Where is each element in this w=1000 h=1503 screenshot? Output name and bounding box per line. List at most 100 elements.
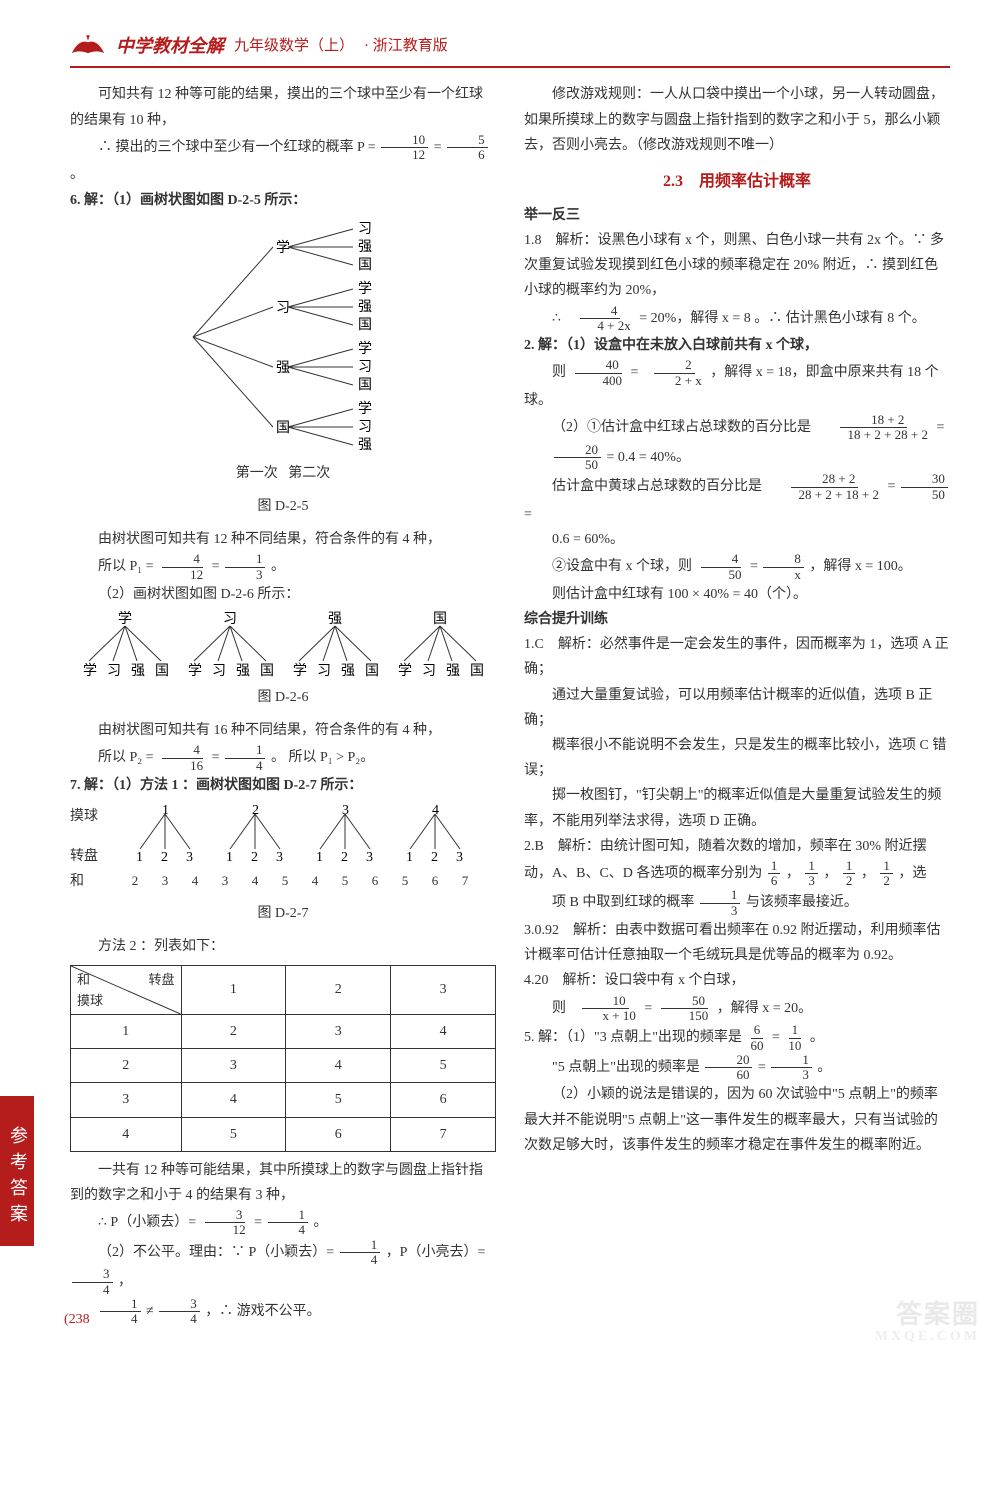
svg-text:习: 习 [107,664,121,679]
text-block: 2. 解：（1）设盒中在未放入白球前共有 x 个球， [524,333,950,358]
svg-text:习: 习 [358,360,372,375]
table-row: 4567 [71,1117,496,1151]
svg-text:国: 国 [358,258,372,273]
section-title: 2.3 用频率估计概率 [524,168,950,197]
svg-text:强: 强 [236,664,250,679]
svg-text:国: 国 [365,664,379,679]
svg-text:3: 3 [342,804,349,818]
text-block: 由树状图可知共有 12 种不同结果，符合条件的有 4 种， [70,527,496,552]
equation-line: ∴ P（小颖去）= 312 = 14 。 [70,1208,496,1238]
equation-line: ∴ 44 + 2x = 20%，解得 x = 8 。∴ 估计黑色小球有 8 个。 [524,304,950,334]
fraction: 1012 [381,133,428,163]
svg-text:习: 习 [276,301,290,316]
page-number: 238 [64,1307,90,1332]
right-column: 修改游戏规则：一人从口袋中摸出一个小球，另一人转动圆盘，如果所摸球上的数字与圆盘… [524,82,950,1326]
equation-line: 项 B 中取到红球的概率 13 与该频率最接近。 [524,888,950,918]
equation-line: 则 10x + 10 = 50150 ，解得 x = 20。 [524,994,950,1024]
sum-table: 转盘 摸球 和 1 2 3 1234 2345 3456 4567 [70,965,496,1152]
equation-line: 所以 P₂ = 416 = 14 。 所以 P₁ > P₂。 [70,743,496,773]
equation-line: 5. 解：（1）"3 点朝上"出现的频率是 660 = 110 。 [524,1023,950,1053]
text-block: 3.0.92 解析：由表中数据可看出频率在 0.92 附近摆动，利用频率估计概率… [524,918,950,968]
svg-text:1: 1 [162,804,169,818]
text-block: 修改游戏规则：一人从口袋中摸出一个小球，另一人转动圆盘，如果所摸球上的数字与圆盘… [524,82,950,158]
header-subtitle: 九年级数学（上） [234,33,354,60]
svg-text:强: 强 [131,664,145,679]
svg-text:国: 国 [276,421,290,436]
svg-text:国: 国 [358,318,372,333]
tree1-row-labels: 第一次 第二次 [70,461,496,486]
fraction: 56 [447,133,488,163]
equation-line: ∴ 摸出的三个球中至少有一个红球的概率 P = 1012 = 56 。 [70,133,496,188]
header-edition: · 浙江教育版 [364,33,448,60]
subheading: 举一反三 [524,203,950,228]
equation-line: 则 40400 = 22 + x ，解得 x = 18，即盒中原来共有 18 个… [524,358,950,413]
equation-line: 估计盒中黄球占总球数的百分比是 28 + 228 + 2 + 18 + 2 = … [524,472,950,527]
svg-text:强: 强 [328,612,342,627]
tree-diagram-1: 学习强国 习强国 学强国 学习国 学习强 [153,217,413,457]
equation-line: （2）不公平。理由：∵ P（小颖去）= 14 ，P（小亮去）= 34 ， [70,1238,496,1297]
svg-text:习: 习 [422,664,436,679]
svg-text:学: 学 [293,663,307,679]
svg-text:学: 学 [118,611,132,627]
text-block: 概率很小不能说明不会发生，只是发生的概率比较小，选项 C 错误； [524,733,950,783]
figure-caption: 图 D-2-5 [70,494,496,519]
text-block: 一共有 12 种等可能结果，其中所摸球上的数字与圆盘上指针指到的数字之和小于 4… [70,1158,496,1208]
svg-text:学: 学 [398,663,412,679]
svg-text:学: 学 [83,663,97,679]
svg-text:强: 强 [276,361,290,376]
svg-text:2: 2 [252,804,259,818]
svg-text:习: 习 [223,612,237,627]
equation-line: 所以 P₁ = 412 = 13 。 [70,552,496,582]
equation-line: ②设盒中有 x 个球，则 450 = 8x ，解得 x = 100。 [524,552,950,582]
svg-text:国: 国 [260,664,274,679]
figure-caption: 图 D-2-7 [70,901,496,926]
text-block: 掷一枚图钉，"钉尖朝上"的概率近似值是大量重复试验发生的频率，不能用列举法求得，… [524,783,950,833]
equation-line: 14 ≠ 34 ，∴ 游戏不公平。 [70,1297,496,1327]
text-block: 0.6 = 60%。 [524,527,950,552]
equation-line: 2050 = 0.4 = 40%。 [524,443,950,473]
text-block: 可知共有 12 种等可能的结果，摸出的三个球中至少有一个红球的结果有 10 种， [70,82,496,132]
watermark: 答案圈MXQE.COM [875,1301,980,1345]
text-block: 由树状图可知共有 16 种不同结果，符合条件的有 4 种， [70,718,496,743]
table-row: 2345 [71,1049,496,1083]
svg-text:学: 学 [188,663,202,679]
subheading: 综合提升训练 [524,607,950,632]
figure-caption: 图 D-2-6 [70,685,496,710]
equation-line: （2）①估计盒中红球占总球数的百分比是 18 + 218 + 2 + 28 + … [524,413,950,443]
svg-text:学: 学 [358,341,372,357]
svg-text:强: 强 [446,664,460,679]
svg-text:习: 习 [317,664,331,679]
svg-text:强: 强 [358,240,372,255]
svg-text:学: 学 [276,240,290,256]
question-6: 6. 解：（1）画树状图如图 D-2-5 所示： [70,188,496,213]
equation-line: 2.B 解析：由统计图可知，随着次数的增加，频率在 30% 附近摆动，A、B、C… [524,834,950,889]
svg-text:国: 国 [358,378,372,393]
svg-text:习: 习 [212,664,226,679]
svg-text:强: 强 [358,300,372,315]
svg-text:习: 习 [358,420,372,435]
svg-text:学: 学 [358,401,372,417]
sidebar-tag: 参考答案 [0,1096,34,1246]
tree-diagram-2: 学习强国 学习强国 学习强国 学习强国 学习强国 [73,611,493,681]
tree-diagram-3: 摸球 1234 123 123 123 12 [70,804,496,894]
page-header: 中学教材全解 九年级数学（上） · 浙江教育版 [70,30,950,68]
svg-text:4: 4 [432,804,439,818]
text-block: 1.C 解析：必然事件是一定会发生的事件，因而概率为 1，选项 A 正确； [524,632,950,682]
left-column: 可知共有 12 种等可能的结果，摸出的三个球中至少有一个红球的结果有 10 种，… [70,82,496,1326]
text-block: 则估计盒中红球有 100 × 40% = 40（个）。 [524,582,950,607]
svg-text:国: 国 [155,664,169,679]
text-block: 通过大量重复试验，可以用频率估计概率的近似值，选项 B 正确； [524,683,950,733]
text-block: （2）画树状图如图 D-2-6 所示： [70,582,496,607]
text-block: 1.8 解析：设黑色小球有 x 个，则黑、白色小球一共有 2x 个。∵ 多次重复… [524,228,950,304]
text-block: 方法 2 ：列表如下： [70,934,496,959]
svg-text:国: 国 [470,664,484,679]
question-7: 7. 解：（1）方法 1 ：画树状图如图 D-2-7 所示： [70,773,496,798]
svg-text:学: 学 [358,281,372,297]
svg-text:国: 国 [433,612,447,627]
svg-text:强: 强 [341,664,355,679]
svg-text:强: 强 [358,438,372,453]
book-logo-icon [70,33,106,59]
table-row: 3456 [71,1083,496,1117]
text-block: 4.20 解析：设口袋中有 x 个白球， [524,968,950,993]
table-row: 1234 [71,1014,496,1048]
